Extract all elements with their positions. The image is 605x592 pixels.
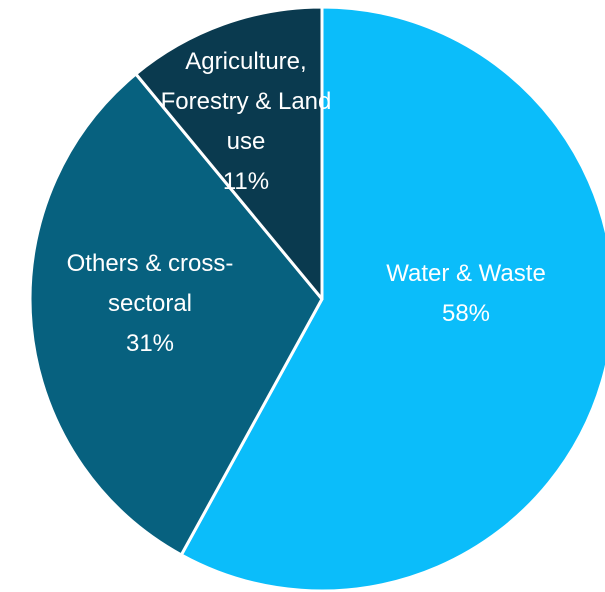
slice-value-label: 11% [223,168,269,195]
slice-category-label: Forestry & Land [161,88,332,115]
slice-category-label: sectoral [108,290,192,317]
slice-value-label: 58% [442,300,490,327]
pie-labels: Water & Waste 58% Others & cross-sectoral 3… [67,48,546,357]
pie-slice-label-3: Agriculture, Forestry & Land use 11% [161,48,332,195]
slice-category-label: use [227,128,266,155]
pie-slice-label-1: Water & Waste 58% [386,260,546,327]
slice-category-label: Agriculture, [185,48,306,75]
pie-slice-label-2: Others & cross-sectoral 31% [67,250,234,357]
pie-slice-3 [134,5,324,301]
pie-slices [28,5,605,592]
slice-category-label: Water & Waste [386,260,546,287]
pie-slice-2 [28,72,324,557]
slice-value-label: 31% [126,330,174,357]
slice-category-label: Others & cross- [67,250,234,277]
